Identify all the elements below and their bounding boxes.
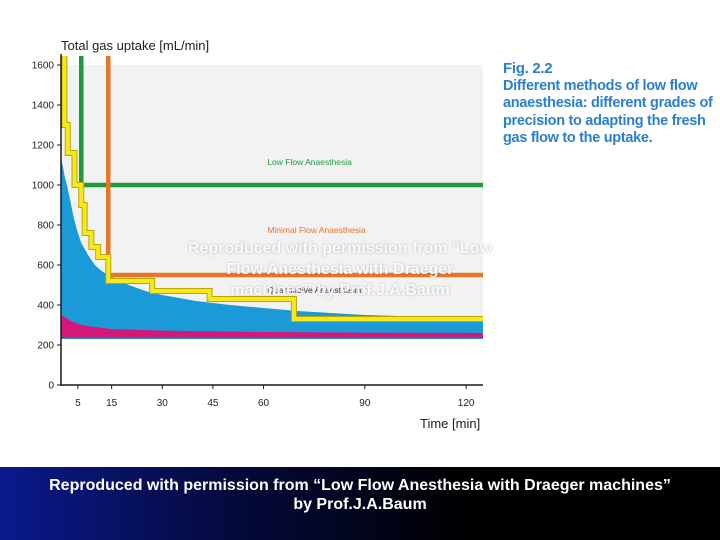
figure-description: Different methods of low flow anaesthesi… [503,77,713,147]
y-tick-label: 1200 [32,141,55,152]
quantitative-anaesthesia-line [62,56,483,321]
y-tick-label: 400 [37,301,54,312]
watermark-overlay-text: Reproduced with permission from “Low Flo… [187,240,493,299]
x-tick-label: 5 [75,398,81,409]
y-tick-label: 1600 [32,61,55,72]
footer-attribution: Reproduced with permission from “Low Flo… [49,477,671,513]
y-tick-label: 600 [37,261,54,272]
x-tick-label: 45 [207,398,219,409]
axes: 0 200 400 600 800 1000 1200 1400 1600 5 15 30 45 60 90… [32,54,483,409]
x-axis-title: Time [min] [420,416,480,431]
y-tick-label: 0 [48,381,54,392]
annotations: Low Flow Anaesthesia Minimal Flow Anaesth… [267,157,366,295]
annotation-label: Quantitative Anaesthesia [267,285,361,295]
y-tick-label: 800 [37,221,54,232]
x-tick-label: 30 [157,398,169,409]
footer-banner: Reproduced with permission from “Low Flo… [0,467,720,540]
figure-caption: Fig. 2.2 Different methods of low flow a… [503,60,718,148]
figure-number: Fig. 2.2 [503,60,553,77]
series-lines [61,56,483,322]
annotation-label: Low Flow Anaesthesia [267,157,352,167]
uptake-base-area [61,315,483,338]
y-tick-label: 1000 [32,181,55,192]
x-tick-label: 60 [258,398,270,409]
y-tick-label: 1400 [32,101,55,112]
y-axis-title: Total gas uptake [mL/min] [61,38,209,53]
y-tick-label: 200 [37,341,54,352]
x-tick-label: 90 [359,398,371,409]
annotation-label: Minimal Flow Anaesthesia [267,225,366,235]
x-tick-label: 120 [458,398,475,409]
x-tick-label: 15 [106,398,118,409]
